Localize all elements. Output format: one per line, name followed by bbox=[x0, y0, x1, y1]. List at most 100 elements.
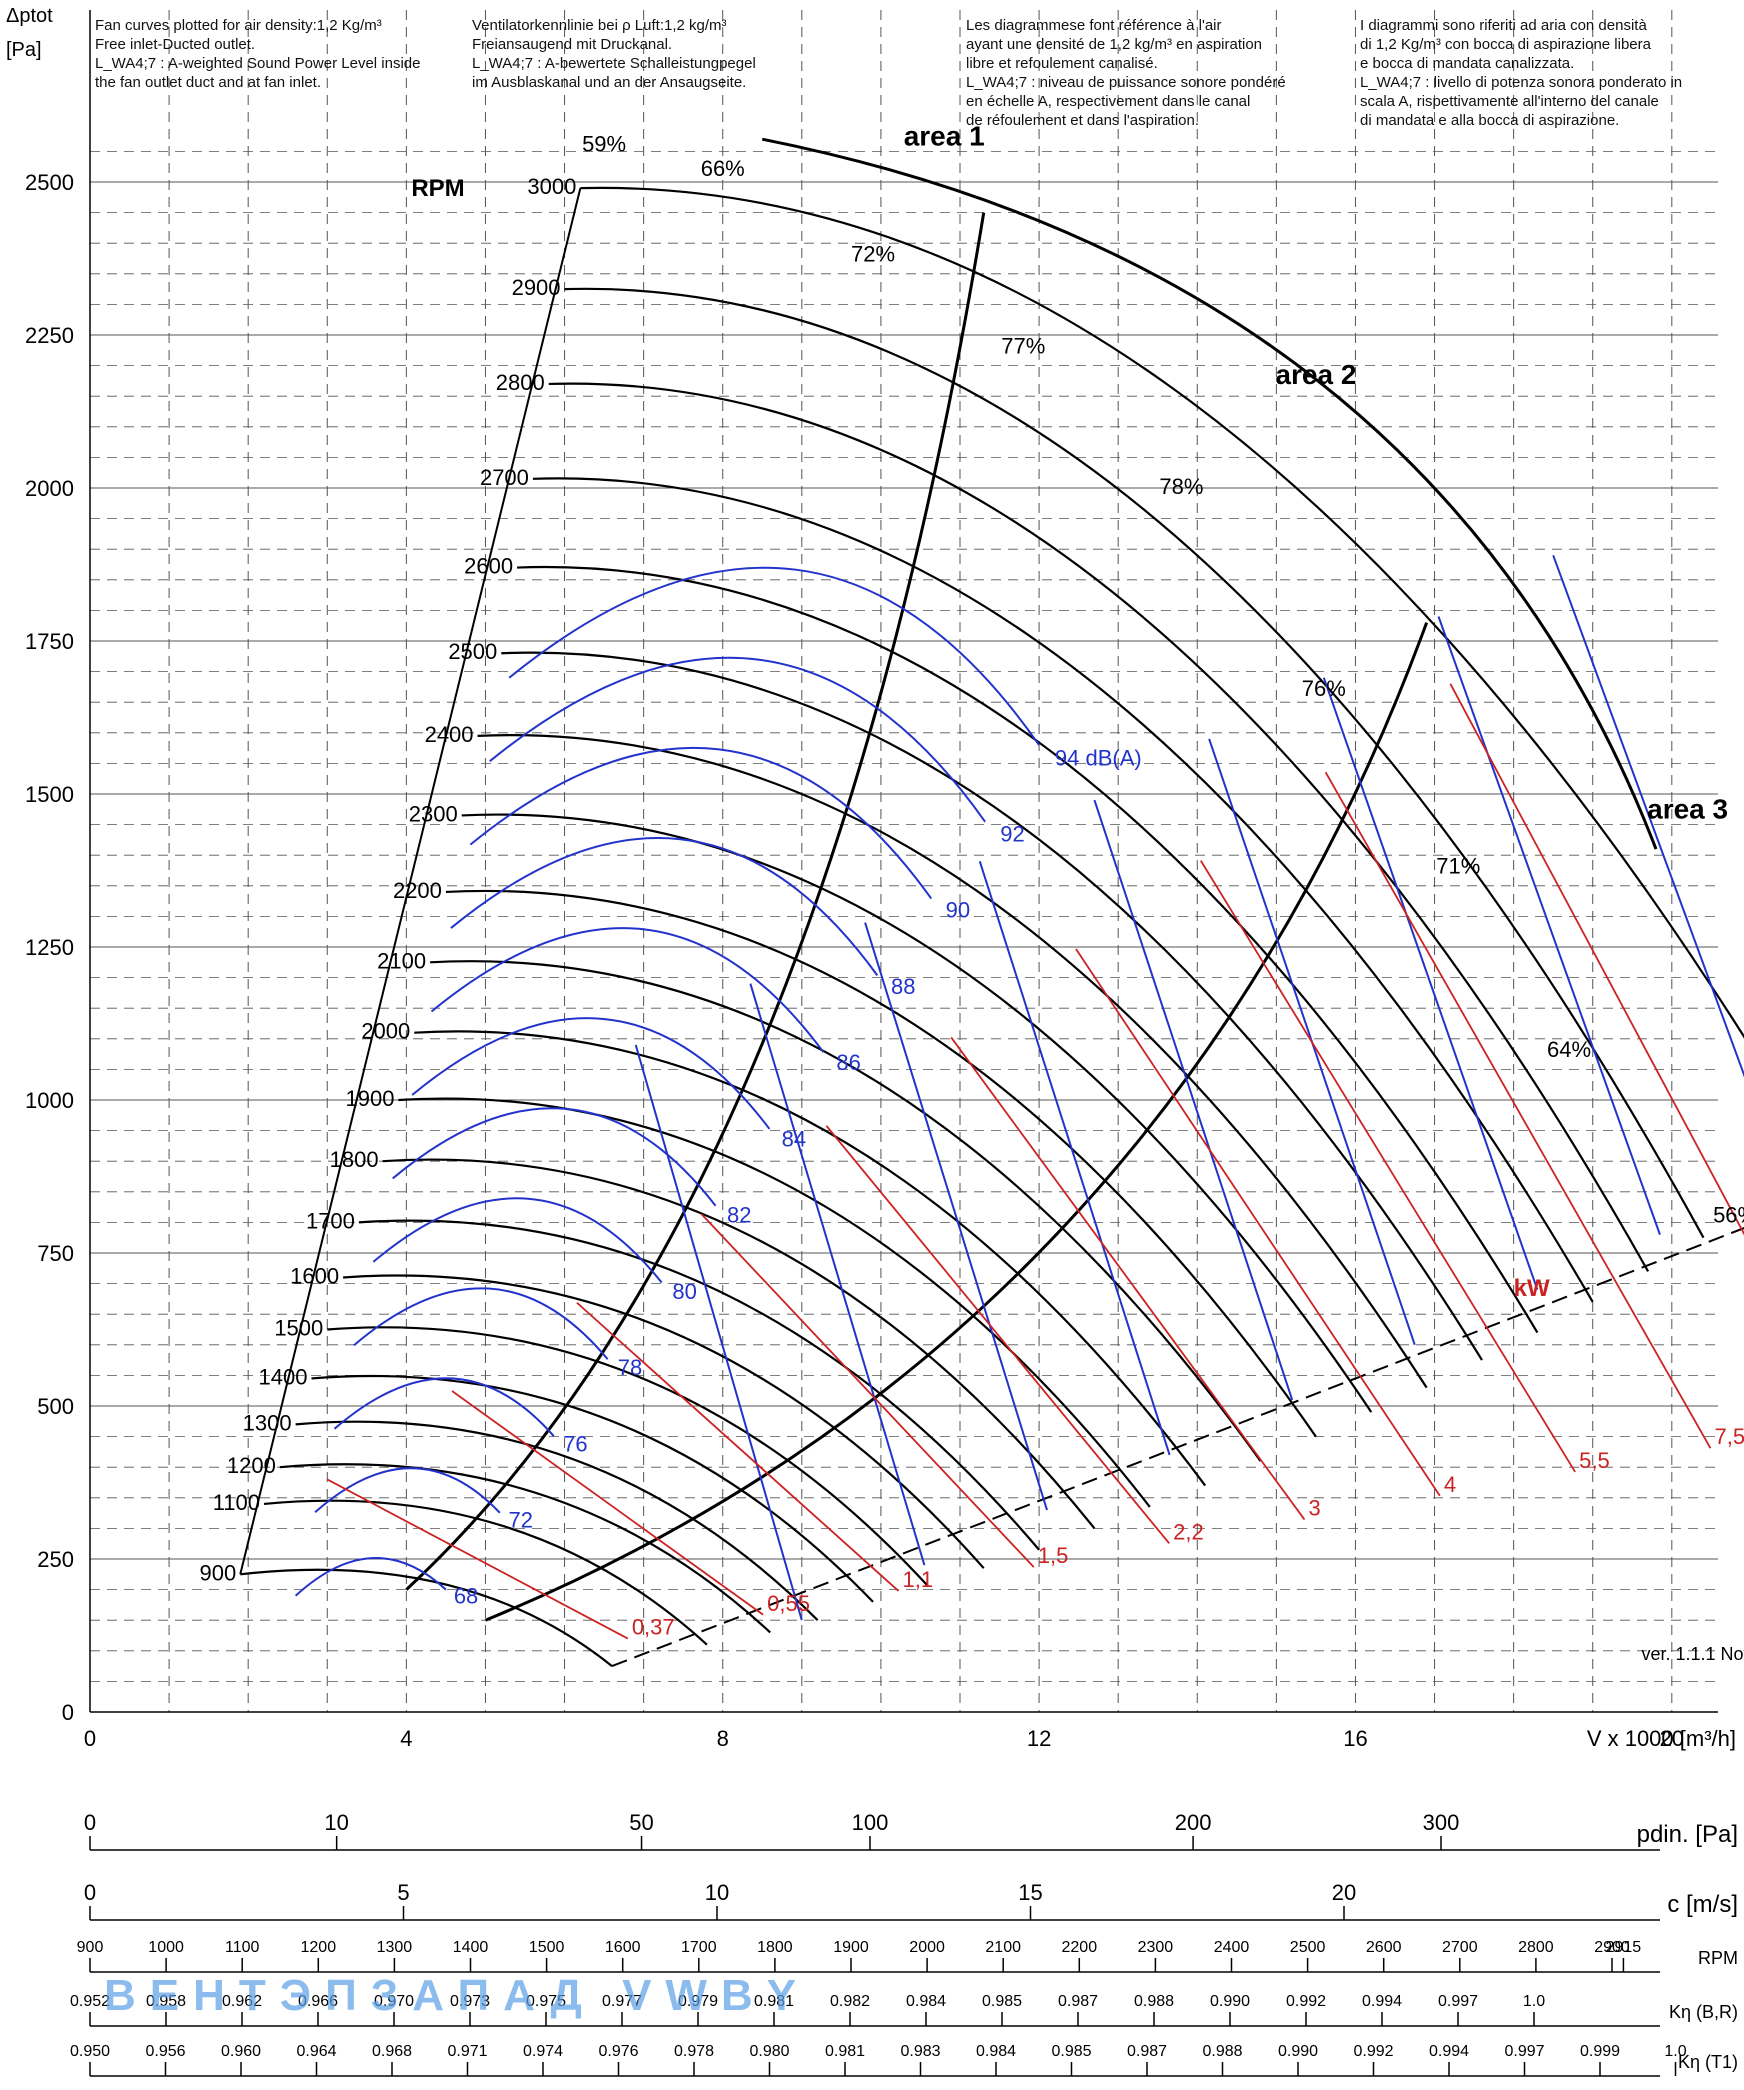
y-tick-label: 1500 bbox=[25, 782, 74, 807]
rpm-label: 2900 bbox=[512, 275, 561, 300]
k-br-scale-tick-label: 0.982 bbox=[830, 1993, 870, 2010]
sound-level-label: 82 bbox=[727, 1203, 751, 1228]
x-tick-label: 8 bbox=[717, 1726, 729, 1751]
k-t1-scale-tick-label: 0.971 bbox=[447, 2043, 487, 2060]
curve-labels: 900 1100 1200 1300 1400 1500 1600 1700 1800 1900 2… bbox=[200, 120, 1744, 1665]
rpm-label: 2000 bbox=[361, 1019, 410, 1044]
y-tick-label: 0 bbox=[62, 1700, 74, 1725]
rpm-scale-tick-label: 2000 bbox=[909, 1939, 945, 1956]
rpm-curve bbox=[279, 1463, 771, 1634]
rpm-label: 2200 bbox=[393, 878, 442, 903]
k-t1-scale-tick-label: 0.984 bbox=[976, 2043, 1016, 2060]
k-t1-scale-tick-label: 0.988 bbox=[1202, 2043, 1242, 2060]
k-br-scale-tick-label: 0.997 bbox=[1438, 1993, 1478, 2010]
area-label: area 3 bbox=[1647, 793, 1728, 824]
rpm-label: 1600 bbox=[290, 1263, 339, 1288]
sound-level-curve bbox=[430, 927, 825, 1053]
y-axis-label: Δptot bbox=[6, 5, 53, 27]
rpm-scale-tick-label: 1900 bbox=[833, 1939, 869, 1956]
k-br-scale-tick-label: 0.990 bbox=[1210, 1993, 1250, 2010]
efficiency-label: 66% bbox=[701, 156, 745, 181]
k-br-scale-tick-label: 0.984 bbox=[906, 1993, 946, 2010]
k-t1-scale-tick-label: 0.983 bbox=[900, 2043, 940, 2060]
k-t1-scale-tick-label: 0.968 bbox=[372, 2043, 412, 2060]
x-tick-label: 20 bbox=[1660, 1726, 1684, 1751]
rpm-scale-tick-label: 1700 bbox=[681, 1939, 717, 1956]
efficiency-label: 59% bbox=[582, 131, 626, 156]
rpm-scale-tick-label: 2800 bbox=[1518, 1939, 1554, 1956]
power-label: 0,55 bbox=[767, 1591, 810, 1616]
sound-level-steep bbox=[634, 1044, 803, 1621]
rpm-curve bbox=[532, 477, 1594, 1303]
c-scale-tick-label: 0 bbox=[84, 1880, 96, 1905]
k-t1-scale-tick-label: 0.974 bbox=[523, 2043, 563, 2060]
rpm-curve bbox=[343, 1274, 985, 1569]
rpm-scale-tick-label: 2500 bbox=[1290, 1939, 1326, 1956]
rpm-scale-tick-label: 1100 bbox=[225, 1939, 260, 1956]
k-t1-scale-tick-label: 0.960 bbox=[221, 2043, 261, 2060]
axes: 0 250 500 750 1000 1250 1500 1750 2000 2250 2500 0 4… bbox=[6, 5, 1736, 1751]
k-br-scale-tick-label: 0.962 bbox=[222, 1993, 262, 2010]
y-tick-label: 1000 bbox=[25, 1088, 74, 1113]
rpm-scale-tick-label: 2300 bbox=[1138, 1939, 1174, 1956]
pdin-scale-label: pdin. [Pa] bbox=[1637, 1821, 1738, 1848]
envelope-bottom bbox=[611, 1227, 1744, 1668]
rpm-label: 2700 bbox=[480, 465, 529, 490]
rpm-label: 1800 bbox=[330, 1147, 379, 1172]
power-curve bbox=[1324, 771, 1712, 1449]
sound-level-curve bbox=[508, 566, 1040, 746]
k-br-scale-tick-label: 0.958 bbox=[146, 1993, 186, 2010]
pdin-scale-tick-label: 10 bbox=[324, 1810, 348, 1835]
power-curve bbox=[700, 1213, 1035, 1568]
k-br-scale-tick-label: 0.985 bbox=[982, 1993, 1022, 2010]
rpm-label: 3000 bbox=[527, 174, 576, 199]
rpm-label: 2300 bbox=[409, 801, 458, 826]
y-axis-unit: [Pa] bbox=[6, 39, 42, 61]
area-boundary-curve bbox=[405, 212, 986, 1591]
rpm-scale-tick-label: 2200 bbox=[1062, 1939, 1098, 1956]
sound-level-curve bbox=[450, 837, 879, 976]
rpm-scale-tick-label: 2400 bbox=[1214, 1939, 1250, 1956]
sound-level-steep bbox=[864, 922, 1048, 1511]
rpm-scale-tick-label: 2700 bbox=[1442, 1939, 1478, 1956]
rpm-label: 1100 bbox=[213, 1490, 260, 1515]
rpm-scale-tick-label: 1400 bbox=[453, 1939, 489, 1956]
sound-level-label: 84 bbox=[782, 1126, 806, 1151]
rpm-curve bbox=[430, 960, 1262, 1462]
sound-level-steep bbox=[978, 861, 1171, 1456]
rpm-scale-tick-label: 2100 bbox=[985, 1939, 1021, 1956]
pdin-scale-tick-label: 300 bbox=[1423, 1810, 1460, 1835]
k-br-scale-tick-label: 0.970 bbox=[374, 1993, 414, 2010]
rpm-scale-tick-label: 1200 bbox=[301, 1939, 337, 1956]
rpm-curve bbox=[311, 1374, 874, 1603]
k-t1-scale-tick-label: 0.994 bbox=[1429, 2043, 1469, 2060]
sound-level-curve bbox=[333, 1377, 555, 1437]
power-label: 7,5 bbox=[1714, 1424, 1744, 1449]
k-t1-scale-label: Kη (T1) bbox=[1678, 2052, 1738, 2072]
k-t1-scale-tick-label: 0.976 bbox=[598, 2043, 638, 2060]
x-tick-label: 12 bbox=[1027, 1726, 1051, 1751]
k-br-scale-tick-label: 1.0 bbox=[1523, 1993, 1545, 2010]
k-t1-scale-tick-label: 0.987 bbox=[1127, 2043, 1167, 2060]
area-arc bbox=[761, 137, 1658, 850]
sound-level-steep bbox=[1322, 677, 1539, 1291]
rpm-curve bbox=[263, 1499, 708, 1646]
version-label: ver. 1.1.1 Nov_04 bbox=[1641, 1644, 1744, 1665]
note-italian: I diagrammi sono riferiti ad aria con de… bbox=[1360, 17, 1683, 129]
rpm-label: 2400 bbox=[425, 722, 474, 747]
sound-level-curve bbox=[411, 1017, 771, 1130]
efficiency-label: 77% bbox=[1001, 333, 1045, 358]
sound-level-steep bbox=[1437, 616, 1661, 1235]
rpm-label: 1300 bbox=[243, 1410, 292, 1435]
c-scale-tick-label: 15 bbox=[1018, 1880, 1042, 1905]
power-label: 4 bbox=[1444, 1472, 1456, 1497]
y-tick-label: 2000 bbox=[25, 476, 74, 501]
k-br-scale-tick-label: 0.975 bbox=[526, 1993, 566, 2010]
power-label: 3 bbox=[1308, 1496, 1320, 1521]
k-t1-scale-tick-label: 0.999 bbox=[1580, 2043, 1620, 2060]
rpm-curve bbox=[358, 1219, 1040, 1551]
sound-level-label: 92 bbox=[1000, 822, 1024, 847]
rpm-scale-tick-label: 1300 bbox=[377, 1939, 413, 1956]
y-tick-label: 1250 bbox=[25, 935, 74, 960]
k-br-scale-label: Kη (B,R) bbox=[1669, 2002, 1738, 2022]
